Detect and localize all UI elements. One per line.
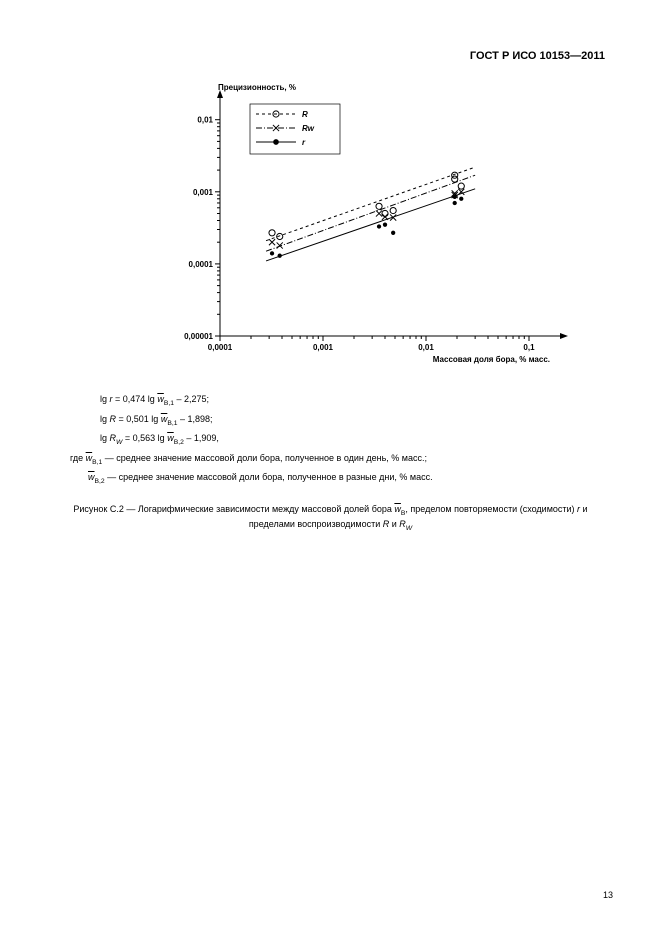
svg-text:0,01: 0,01 [418, 343, 434, 352]
where-line-2: wB,2 — среднее значение массовой доли бо… [70, 469, 621, 489]
txt: = 0,501 lg [116, 414, 161, 424]
formula-r: lg r = 0,474 lg wB,1 – 2,275; [70, 391, 621, 411]
sub: B,2 [95, 478, 105, 485]
where-line-1: где wB,1 — среднее значение массовой дол… [70, 450, 621, 470]
txt: — среднее значение массовой доли бора, п… [105, 472, 433, 482]
figure-caption: Рисунок С.2 — Логарифмические зависимост… [40, 503, 621, 533]
svg-text:Rᴡ: Rᴡ [302, 124, 315, 133]
where-label: где [70, 453, 86, 463]
txt: – 1,898; [177, 414, 212, 424]
txt: — среднее значение массовой доли бора, п… [102, 453, 427, 463]
txt: – 1,909, [184, 433, 219, 443]
txt: – 2,275; [174, 394, 209, 404]
formula-R: lg R = 0,501 lg wB,1 – 1,898; [70, 411, 621, 431]
txt: Рисунок С.2 — Логарифмические зависимост… [73, 504, 394, 514]
formula-block: lg r = 0,474 lg wB,1 – 2,275; lg R = 0,5… [70, 391, 621, 489]
page-root: ГОСТ Р ИСО 10153—2011 Прецизионность, % 0… [0, 0, 661, 936]
page-number: 13 [603, 890, 613, 900]
doc-header: ГОСТ Р ИСО 10153—2011 [40, 50, 621, 62]
svg-text:0,1: 0,1 [523, 343, 535, 352]
svg-text:0,001: 0,001 [193, 188, 214, 197]
svg-text:Массовая доля бора, % масс.: Массовая доля бора, % масс. [433, 355, 550, 364]
svg-text:0,00001: 0,00001 [184, 332, 213, 341]
svg-text:Прецизионность, %: Прецизионность, % [218, 83, 296, 92]
sub: W [406, 525, 412, 532]
loglog-chart: Прецизионность, % 0,0001 0,001 0,01 0,1 0,000… [150, 76, 590, 376]
sub: B,1 [167, 419, 177, 426]
svg-text:0,0001: 0,0001 [208, 343, 233, 352]
txt: lg [100, 394, 110, 404]
svg-text:0,01: 0,01 [197, 116, 213, 125]
txt: = 0,563 lg [122, 433, 167, 443]
svg-text:r: r [302, 138, 306, 147]
sub: B,1 [164, 400, 174, 407]
txt: lg [100, 414, 110, 424]
sub: B,1 [92, 459, 102, 466]
formula-Rw: lg RW = 0,563 lg wB,2 – 1,909, [70, 430, 621, 450]
svg-text:R: R [302, 110, 308, 119]
txt: , пределом повторяемости (сходимости) [405, 504, 577, 514]
chart-container: Прецизионность, % 0,0001 0,001 0,01 0,1 0,000… [150, 76, 590, 381]
sub: B,2 [174, 439, 184, 446]
txt: и [389, 519, 399, 529]
txt: = 0,474 lg [113, 394, 158, 404]
svg-text:0,001: 0,001 [313, 343, 334, 352]
txt: lg [100, 433, 110, 443]
svg-text:0,0001: 0,0001 [189, 260, 214, 269]
